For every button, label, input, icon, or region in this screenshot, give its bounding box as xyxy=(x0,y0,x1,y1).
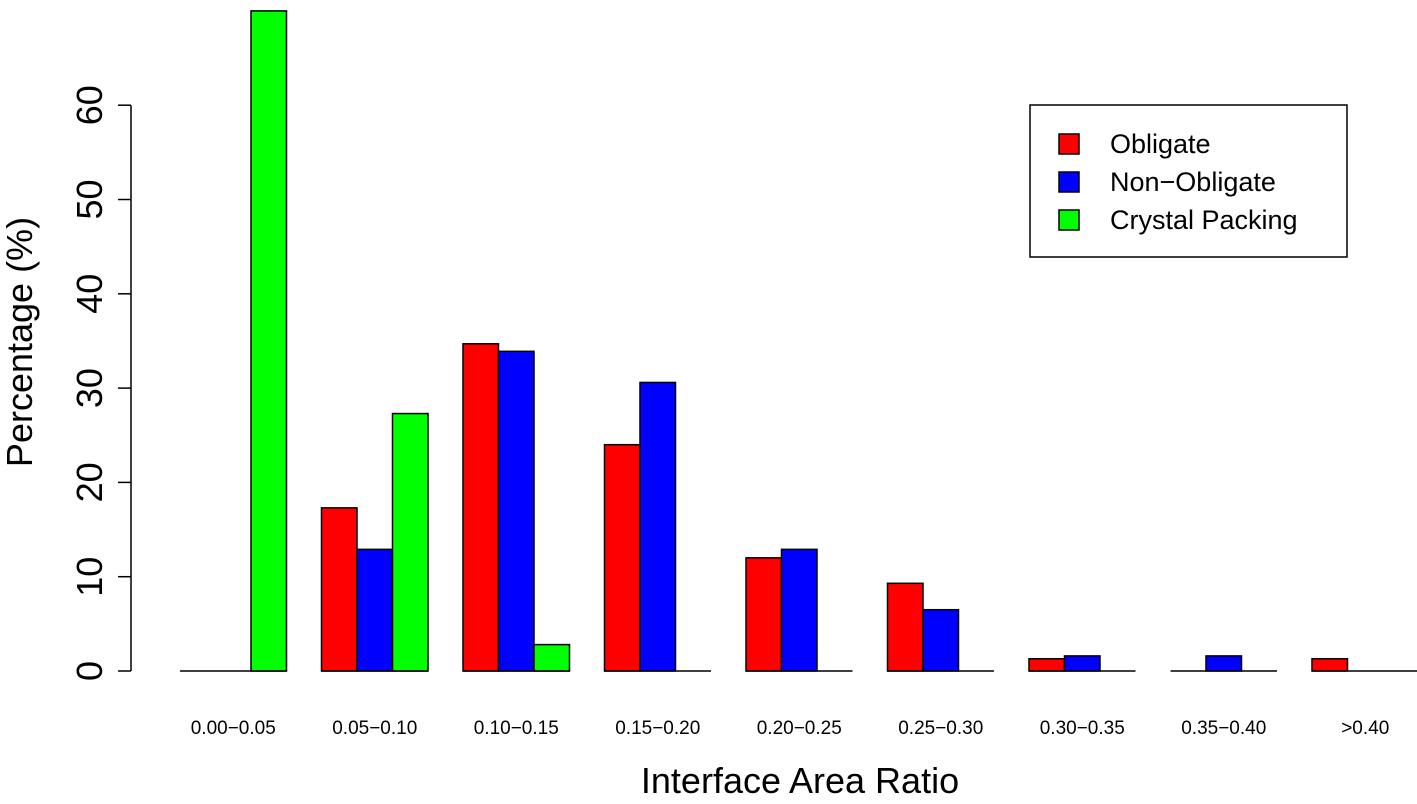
bar xyxy=(745,557,783,672)
legend-box xyxy=(1029,104,1348,258)
x-tick-label: >0.40 xyxy=(1341,718,1389,739)
bar xyxy=(603,443,641,672)
y-tick-label: 20 xyxy=(69,462,110,502)
x-tick-label: 0.00−0.05 xyxy=(191,718,276,739)
bar-group xyxy=(886,582,994,672)
legend-label: Obligate xyxy=(1110,129,1211,159)
x-tick-label: 0.30−0.35 xyxy=(1040,718,1125,739)
y-axis: 0 10 20 30 40 50 60 xyxy=(69,85,132,681)
x-tick-labels: 0.00−0.05 0.05−0.10 0.10−0.15 0.15−0.20 0.20… xyxy=(191,718,1390,739)
y-tick-label: 40 xyxy=(69,274,110,314)
bar-groups xyxy=(180,10,1417,672)
bar xyxy=(922,608,960,672)
bar xyxy=(320,507,358,672)
y-tick-label: 10 xyxy=(69,557,110,597)
legend: Obligate Non−Obligate Crystal Packing xyxy=(1029,104,1348,258)
x-tick-label: 0.20−0.25 xyxy=(757,718,842,739)
bar-group xyxy=(745,548,853,672)
bar xyxy=(462,343,500,672)
bar xyxy=(1311,657,1349,672)
y-tick-label: 60 xyxy=(69,85,110,125)
x-tick-label: 0.10−0.15 xyxy=(474,718,559,739)
bar xyxy=(780,548,818,672)
x-axis-label: Interface Area Ratio xyxy=(641,760,959,801)
bar-group xyxy=(1311,657,1417,672)
bar xyxy=(1205,655,1243,672)
x-tick-label: 0.35−0.40 xyxy=(1181,718,1266,739)
y-tick-label: 50 xyxy=(69,179,110,219)
bar xyxy=(1063,655,1101,672)
bar-group xyxy=(180,10,288,672)
bar-group xyxy=(603,381,711,672)
bar xyxy=(639,381,677,672)
x-tick-label: 0.05−0.10 xyxy=(332,718,417,739)
legend-swatch xyxy=(1058,171,1080,193)
bar-group xyxy=(1170,655,1277,672)
bar xyxy=(1028,657,1066,672)
x-tick-label: 0.15−0.20 xyxy=(615,718,700,739)
bar-group xyxy=(320,412,429,672)
y-axis-label: Percentage (%) xyxy=(0,217,40,467)
bar xyxy=(356,548,394,672)
legend-label: Non−Obligate xyxy=(1110,167,1276,197)
bar xyxy=(533,643,571,672)
legend-label: Crystal Packing xyxy=(1110,205,1298,235)
bar xyxy=(250,10,288,672)
bar xyxy=(497,350,535,672)
bar-group xyxy=(1028,655,1136,672)
legend-swatch xyxy=(1058,133,1080,155)
bar xyxy=(886,582,924,672)
bar-group xyxy=(462,343,571,672)
y-tick-label: 0 xyxy=(69,661,110,681)
legend-swatch xyxy=(1058,209,1080,231)
x-tick-label: 0.25−0.30 xyxy=(898,718,983,739)
bar xyxy=(391,412,429,672)
y-tick-label: 30 xyxy=(69,368,110,408)
